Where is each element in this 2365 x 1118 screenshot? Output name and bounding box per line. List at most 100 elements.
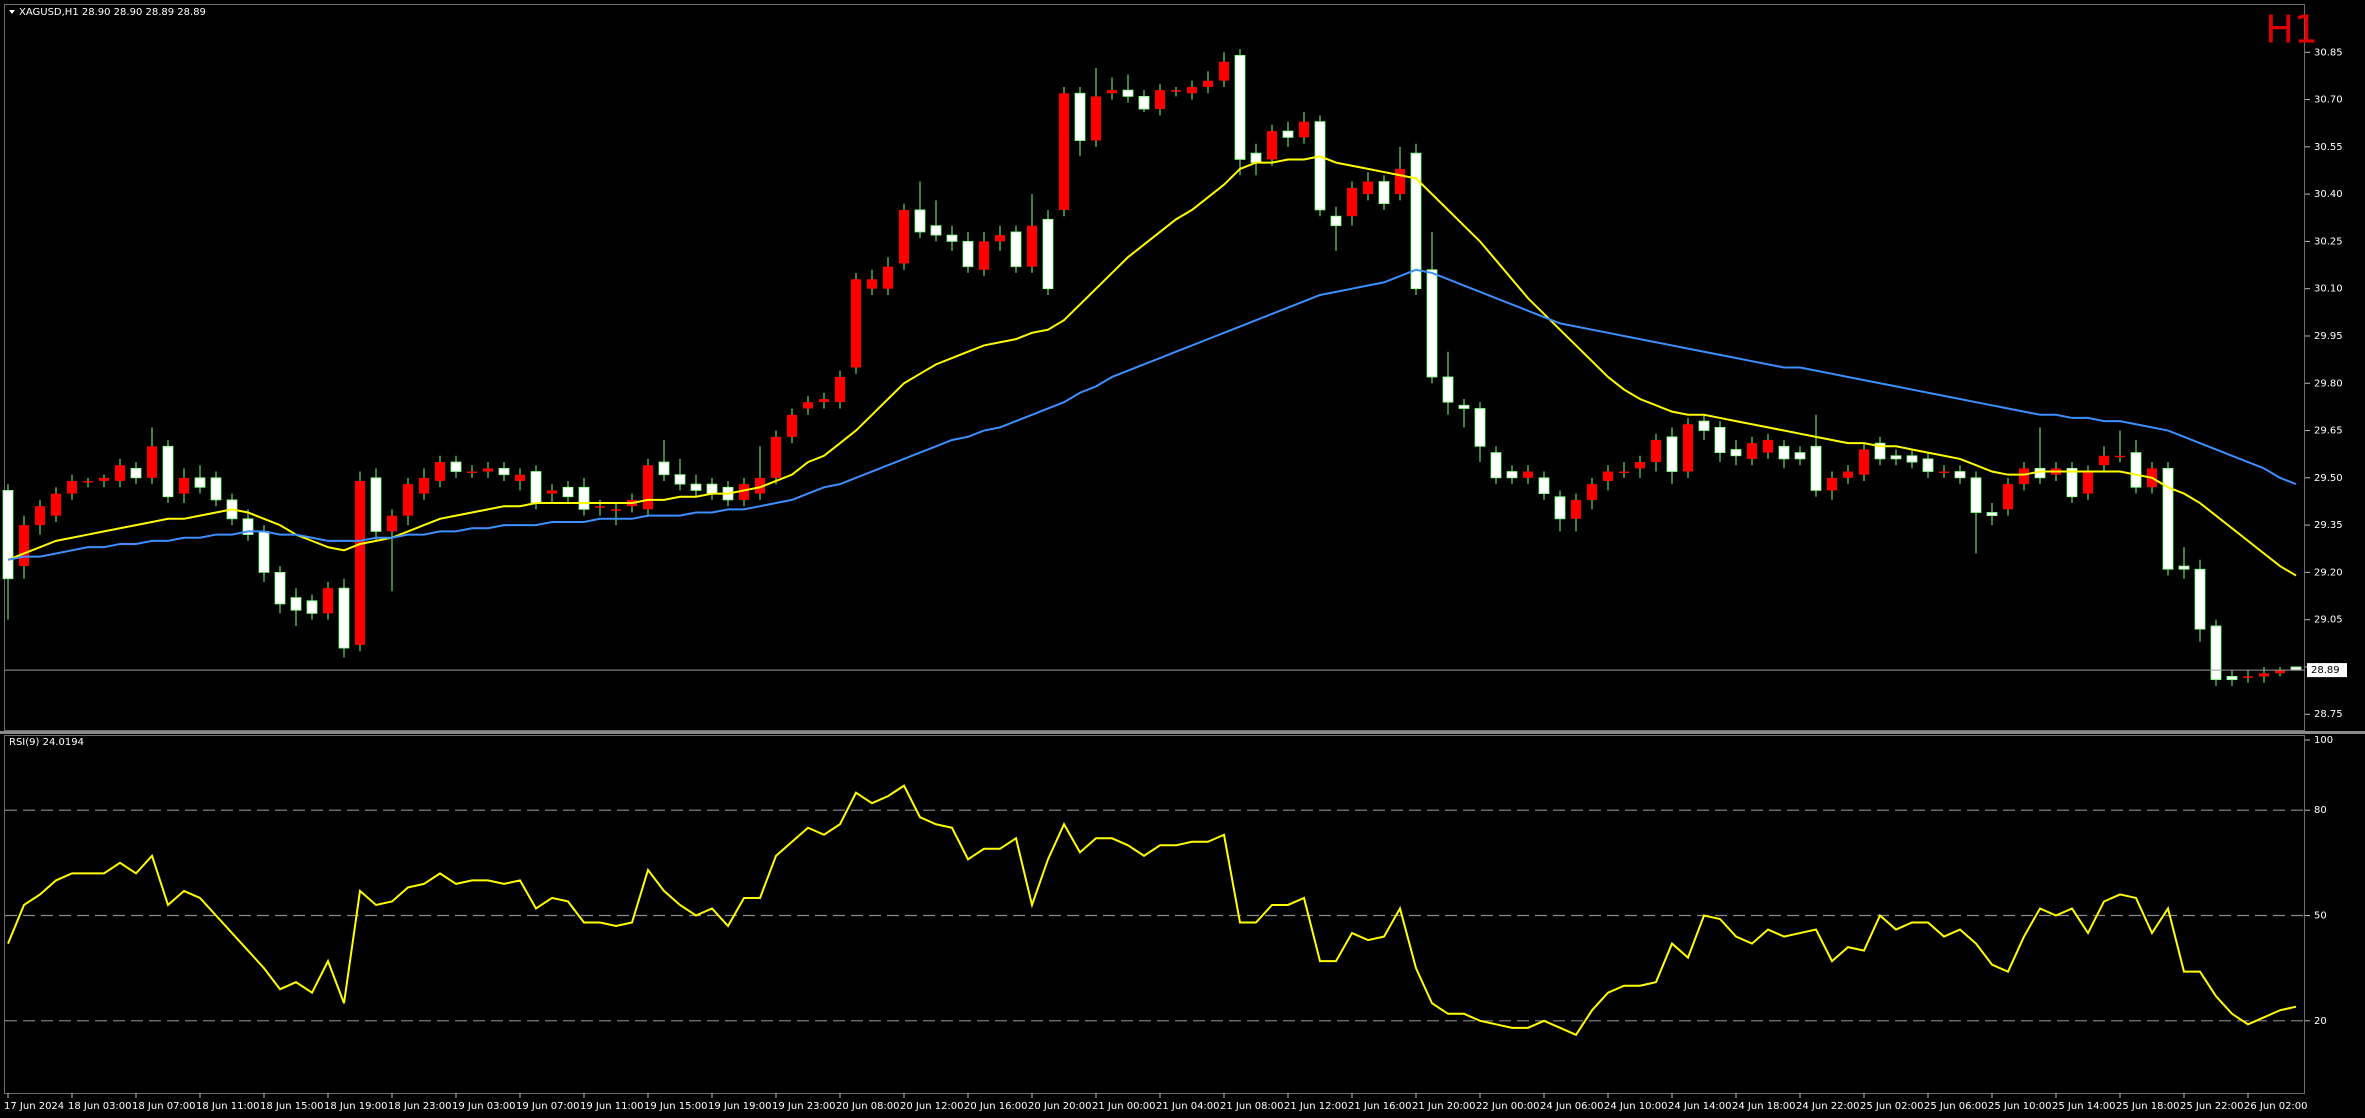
- x-tick-label: 18 Jun 19:00: [324, 1101, 388, 1112]
- candle-body-down: [1954, 471, 1966, 479]
- candle-body-up: [67, 480, 77, 494]
- candle-body-down: [1554, 496, 1566, 520]
- candle-body-down: [914, 209, 926, 233]
- candle-body-up: [819, 399, 829, 403]
- candle-body-up: [1059, 93, 1069, 210]
- x-tick-label: 18 Jun 07:00: [132, 1101, 196, 1112]
- candle-body-down: [2210, 625, 2222, 680]
- chart-header: XAGUSD,H1 28.90 28.90 28.89 28.89: [19, 7, 206, 18]
- candle-body-up: [1027, 225, 1037, 267]
- candle-body-down: [1282, 130, 1294, 138]
- x-tick-label: 25 Jun 06:00: [1924, 1101, 1988, 1112]
- candle-body-up: [515, 474, 525, 481]
- y-tick-label: 29.20: [2314, 567, 2343, 578]
- candle-body-down: [1506, 471, 1518, 479]
- candle-body-down: [210, 477, 222, 501]
- x-tick-label: 20 Jun 16:00: [964, 1101, 1028, 1112]
- rsi-title: RSI(9) 24.0194: [9, 737, 84, 748]
- candle-body-down: [946, 234, 958, 242]
- candle-body-up: [1107, 90, 1117, 94]
- y-tick-label: 30.25: [2314, 236, 2343, 247]
- candle-body-down: [658, 461, 670, 476]
- x-tick-label: 25 Jun 18:00: [2116, 1101, 2180, 1112]
- candle-body-up: [2003, 484, 2013, 510]
- x-tick-label: 21 Jun 20:00: [1412, 1101, 1476, 1112]
- x-tick-label: 18 Jun 23:00: [388, 1101, 452, 1112]
- candle-body-up: [643, 465, 653, 510]
- candle-body-down: [1426, 269, 1438, 378]
- candle-body-up: [1763, 440, 1773, 453]
- y-tick-label: 30.10: [2314, 284, 2343, 295]
- candle-body-down: [1042, 218, 1054, 290]
- x-tick-label: 19 Jun 23:00: [772, 1101, 836, 1112]
- x-tick-label: 21 Jun 08:00: [1220, 1101, 1284, 1112]
- x-tick-label: 18 Jun 11:00: [196, 1101, 260, 1112]
- candle-body-down: [1330, 215, 1342, 227]
- x-tick-label: 24 Jun 18:00: [1732, 1101, 1796, 1112]
- candle-body-down: [194, 477, 206, 488]
- timeframe-label: H1: [2265, 8, 2318, 52]
- candle-body-down: [370, 477, 382, 532]
- candle-body-down: [2178, 565, 2190, 570]
- candle-body-down: [1986, 512, 1998, 517]
- x-tick-label: 20 Jun 12:00: [900, 1101, 964, 1112]
- x-tick-label: 25 Jun 22:00: [2180, 1101, 2244, 1112]
- current-price-label: 28.89: [2311, 665, 2340, 676]
- candle-body-down: [578, 486, 590, 510]
- candle-body-up: [755, 477, 765, 494]
- candle-body-down: [962, 241, 974, 268]
- candle-body-down: [1490, 452, 1502, 479]
- y-tick-label: 30.40: [2314, 189, 2343, 200]
- candle-body-down: [242, 518, 254, 535]
- x-tick-label: 25 Jun 02:00: [1860, 1101, 1924, 1112]
- candle-body-up: [99, 477, 109, 481]
- candle-body-up: [2259, 673, 2269, 677]
- y-tick-label: 30.70: [2314, 95, 2343, 106]
- candle-body-down: [1474, 408, 1486, 447]
- candle-body-down: [1010, 231, 1022, 268]
- candle-body-up: [2019, 468, 2029, 485]
- x-tick-label: 19 Jun 03:00: [452, 1101, 516, 1112]
- candle-body-down: [562, 486, 574, 498]
- x-tick-label: 20 Jun 20:00: [1028, 1101, 1092, 1112]
- candle-body-up: [1843, 471, 1853, 478]
- candle-body-up: [115, 465, 125, 481]
- candle-body-down: [450, 461, 462, 472]
- candle-body-up: [1267, 131, 1277, 160]
- candle-body-down: [2130, 452, 2142, 488]
- candle-body-up: [611, 509, 621, 511]
- rsi-pane-frame: [4, 735, 2305, 1094]
- y-tick-label: 20: [2314, 1016, 2327, 1027]
- candle-body-down: [2162, 467, 2174, 570]
- candle-body-up: [35, 506, 45, 526]
- candle-body-up: [483, 468, 493, 472]
- candle-body-down: [1794, 452, 1806, 460]
- candle-body-down: [1970, 477, 1982, 513]
- candle-body-down: [1250, 152, 1262, 164]
- candle-body-down: [1666, 436, 1678, 472]
- candle-body-up: [547, 490, 557, 494]
- candle-body-up: [387, 515, 397, 532]
- candle-body-down: [1234, 55, 1246, 160]
- candle-body-up: [2275, 670, 2285, 674]
- x-tick-label: 24 Jun 14:00: [1668, 1101, 1732, 1112]
- candle-body-up: [1603, 471, 1613, 481]
- candle-body-up: [1523, 471, 1533, 478]
- x-tick-label: 21 Jun 04:00: [1156, 1101, 1220, 1112]
- candle-body-down: [706, 483, 718, 494]
- x-tick-label: 24 Jun 10:00: [1604, 1101, 1668, 1112]
- candle-body-up: [51, 493, 61, 516]
- candle-body-up: [1187, 86, 1197, 94]
- candle-body-up: [323, 588, 333, 614]
- candle-body-up: [595, 506, 605, 508]
- x-tick-label: 24 Jun 06:00: [1540, 1101, 1604, 1112]
- x-tick-label: 26 Jun 02:00: [2244, 1101, 2308, 1112]
- x-tick-label: 19 Jun 15:00: [644, 1101, 708, 1112]
- y-tick-label: 29.35: [2314, 520, 2343, 531]
- x-tick-label: 22 Jun 00:00: [1476, 1101, 1540, 1112]
- candle-body-down: [1906, 455, 1918, 463]
- candle-body-up: [1651, 440, 1661, 463]
- x-tick-label: 19 Jun 19:00: [708, 1101, 772, 1112]
- header-icon: [9, 10, 15, 14]
